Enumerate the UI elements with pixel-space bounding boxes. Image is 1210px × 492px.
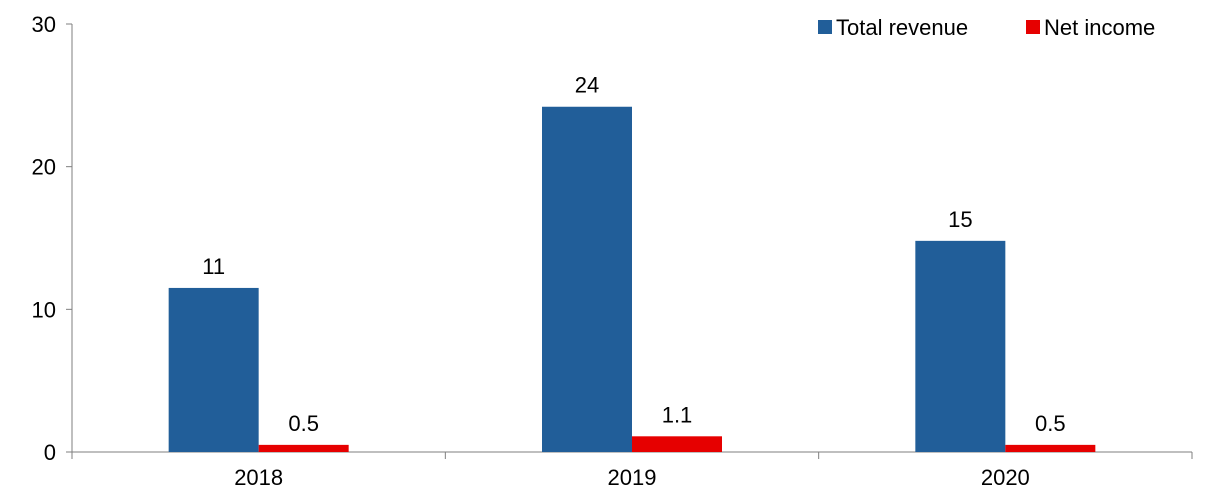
- x-tick-label: 2020: [981, 465, 1030, 490]
- y-tick-label: 20: [32, 155, 56, 180]
- net-income-data-label: 1.1: [662, 402, 693, 427]
- y-tick-label: 10: [32, 297, 56, 322]
- data-labels: 11 0.5 24 1.1 15 0.5: [202, 73, 1065, 436]
- y-tick-label: 30: [32, 12, 56, 37]
- legend: Total revenue Net income: [818, 15, 1155, 40]
- total-revenue-data-label: 15: [948, 207, 972, 232]
- x-tick-label: 2018: [234, 465, 283, 490]
- legend-net-income-swatch: [1026, 20, 1040, 34]
- net-income-bar: [632, 436, 722, 452]
- bars: [168, 106, 1096, 452]
- net-income-bar: [1005, 444, 1096, 452]
- total-revenue-bar: [542, 106, 632, 452]
- net-income-bar: [258, 444, 349, 452]
- legend-total-revenue-swatch: [818, 20, 832, 34]
- total-revenue-data-label: 11: [202, 254, 225, 279]
- x-tick-label: 2019: [608, 465, 657, 490]
- legend-total-revenue-label: Total revenue: [836, 15, 968, 40]
- total-revenue-bar: [915, 240, 1006, 452]
- legend-net-income-label: Net income: [1044, 15, 1155, 40]
- y-axis: 0 10 20 30: [32, 12, 73, 465]
- total-revenue-data-label: 24: [575, 73, 599, 98]
- total-revenue-bar: [168, 287, 259, 452]
- x-axis: 2018 2019 2020: [71, 451, 1193, 490]
- net-income-data-label: 0.5: [288, 411, 319, 436]
- net-income-data-label: 0.5: [1035, 411, 1066, 436]
- y-tick-label: 0: [44, 440, 56, 465]
